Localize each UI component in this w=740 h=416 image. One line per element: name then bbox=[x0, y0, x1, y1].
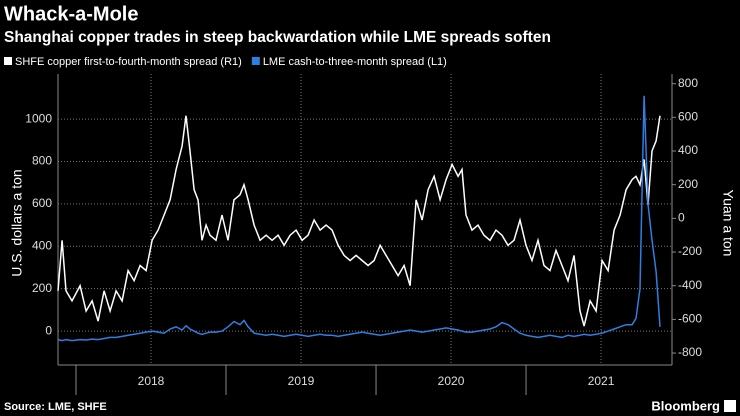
y-axis-label: U.S. dollars a ton bbox=[9, 169, 25, 276]
chart-subtitle: Shanghai copper trades in steep backward… bbox=[4, 29, 551, 46]
y-tick-label: 200 bbox=[32, 281, 52, 295]
y2-tick-label: 200 bbox=[678, 177, 698, 191]
chart-title: Whack-a-Mole bbox=[4, 3, 138, 25]
y2-tick-label: -600 bbox=[678, 312, 702, 326]
y2-tick-label: 400 bbox=[678, 143, 698, 157]
line-series bbox=[57, 115, 661, 327]
y2-tick-label: -400 bbox=[678, 278, 702, 292]
y-tick-label: 400 bbox=[32, 238, 52, 252]
x-tick-label: 2018 bbox=[138, 374, 165, 388]
line-series bbox=[57, 95, 661, 342]
legend-label: LME cash-to-three-month spread (L1) bbox=[263, 56, 447, 68]
x-tick-label: 2020 bbox=[438, 374, 465, 388]
y-tick-label: 600 bbox=[32, 196, 52, 210]
y-tick-label: 800 bbox=[32, 154, 52, 168]
source: Source: LME, SHFE bbox=[4, 401, 107, 413]
y-tick-label: 1000 bbox=[25, 111, 52, 125]
y2-tick-label: -200 bbox=[678, 244, 702, 258]
legend-swatch bbox=[4, 57, 12, 65]
y2-tick-label: 600 bbox=[678, 110, 698, 124]
y2-tick-label: 800 bbox=[678, 76, 698, 90]
x-tick-label: 2019 bbox=[288, 374, 315, 388]
y2-tick-label: -800 bbox=[678, 345, 702, 359]
legend-label: SHFE copper first-to-fourth-month spread… bbox=[15, 56, 242, 68]
x-tick-label: 2021 bbox=[588, 374, 615, 388]
brand: Bloomberg bbox=[651, 398, 720, 413]
y2-tick-label: 0 bbox=[678, 211, 685, 225]
y2-axis-label: Yuan a ton bbox=[720, 190, 736, 257]
y-tick-label: 0 bbox=[45, 323, 52, 337]
brand-icon bbox=[724, 400, 736, 412]
legend-swatch bbox=[251, 57, 260, 65]
